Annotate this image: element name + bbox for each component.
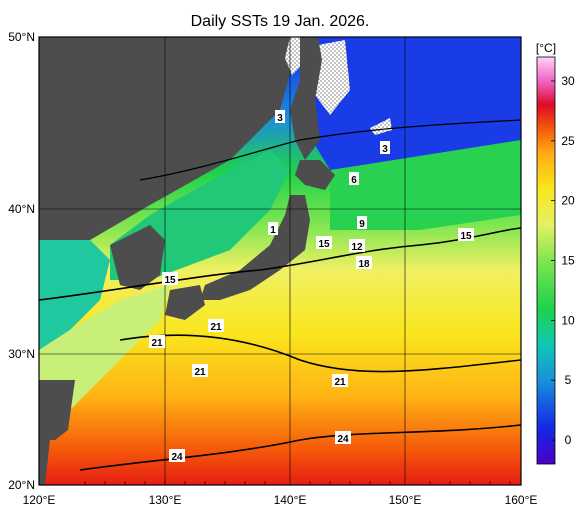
svg-text:1: 1	[270, 225, 276, 236]
colorbar-tick-label: 30	[561, 74, 575, 88]
colorbar-ticks: 30 25 20 15 10 5 0	[551, 74, 575, 447]
honshu	[200, 195, 310, 300]
longitude-label: 150°E	[389, 493, 422, 507]
okhotsk-sea	[300, 37, 521, 170]
contour-value-label: 6	[349, 172, 359, 186]
svg-text:15: 15	[164, 275, 176, 286]
longitude-label: 120°E	[23, 493, 56, 507]
taiwan-china-coast	[39, 380, 75, 440]
latitude-labels: 50°N 40°N 30°N 20°N	[8, 30, 35, 492]
colorbar-tick-label: 10	[561, 313, 575, 327]
colorbar-tick-label: 20	[561, 194, 575, 208]
asia-mainland	[39, 37, 300, 240]
graticule	[39, 37, 521, 485]
svg-text:21: 21	[334, 377, 346, 388]
longitude-labels: 120°E 130°E 140°E 150°E 160°E	[23, 493, 538, 507]
svg-text:15: 15	[318, 239, 330, 250]
contour-value-label: 21	[332, 374, 348, 388]
kyushu-shikoku	[165, 285, 205, 320]
colorbar-tick-label: 15	[561, 254, 575, 268]
contour-value-label: 21	[149, 335, 165, 349]
contour-value-label: 21	[192, 364, 208, 378]
svg-text:21: 21	[210, 322, 222, 333]
south-china-coast	[39, 440, 50, 485]
contour-value-label: 12	[349, 239, 365, 253]
map-panel	[39, 37, 521, 485]
map-title: Daily SSTs 19 Jan. 2026.	[191, 13, 370, 30]
colorbar-tick-label: 5	[565, 373, 572, 387]
svg-text:21: 21	[194, 367, 206, 378]
contour-value-label: 3	[380, 141, 390, 155]
contour-value-label: 24	[335, 431, 351, 445]
sakhalin	[290, 37, 322, 160]
longitude-label: 160°E	[505, 493, 538, 507]
contour-value-label: 18	[356, 256, 372, 270]
svg-text:18: 18	[358, 259, 370, 270]
svg-text:24: 24	[337, 434, 349, 445]
hokkaido	[295, 160, 335, 190]
contour-value-label: 15	[162, 272, 178, 286]
contour-line	[79, 424, 521, 471]
korean-peninsula	[110, 225, 165, 290]
contour-labels: 3 3 6 9 1 15 12 18 15 15 21 21 21 21 24 24	[149, 110, 474, 463]
contour-value-label: 15	[458, 228, 474, 242]
latitude-label: 40°N	[8, 202, 35, 216]
sea-ice	[370, 118, 392, 135]
svg-text:9: 9	[359, 219, 365, 230]
latitude-label: 20°N	[8, 478, 35, 492]
sea-ice	[315, 40, 350, 115]
contour-value-label: 9	[357, 216, 367, 230]
colorbar-unit: [°C]	[536, 41, 556, 55]
colorbar-tick-label: 25	[561, 134, 575, 148]
svg-text:21: 21	[151, 338, 163, 349]
svg-text:15: 15	[460, 231, 472, 242]
svg-text:3: 3	[277, 113, 283, 124]
oyashio-region	[330, 140, 521, 230]
svg-text:3: 3	[382, 144, 388, 155]
contour-line	[119, 334, 521, 373]
svg-text:12: 12	[351, 242, 363, 253]
longitude-label: 130°E	[149, 493, 182, 507]
contour-line	[139, 119, 521, 181]
latitude-label: 30°N	[8, 347, 35, 361]
contour-value-label: 21	[208, 319, 224, 333]
contour-value-label: 15	[316, 236, 332, 250]
colorbar-tick-label: 0	[565, 433, 572, 447]
longitude-label: 140°E	[274, 493, 307, 507]
map-frame	[38, 36, 522, 486]
contour-value-label: 3	[275, 110, 285, 124]
latitude-label: 50°N	[8, 30, 35, 44]
svg-text:6: 6	[351, 175, 357, 186]
contour-value-label: 24	[169, 449, 185, 463]
contour-value-label: 1	[268, 222, 278, 236]
svg-text:24: 24	[171, 452, 183, 463]
